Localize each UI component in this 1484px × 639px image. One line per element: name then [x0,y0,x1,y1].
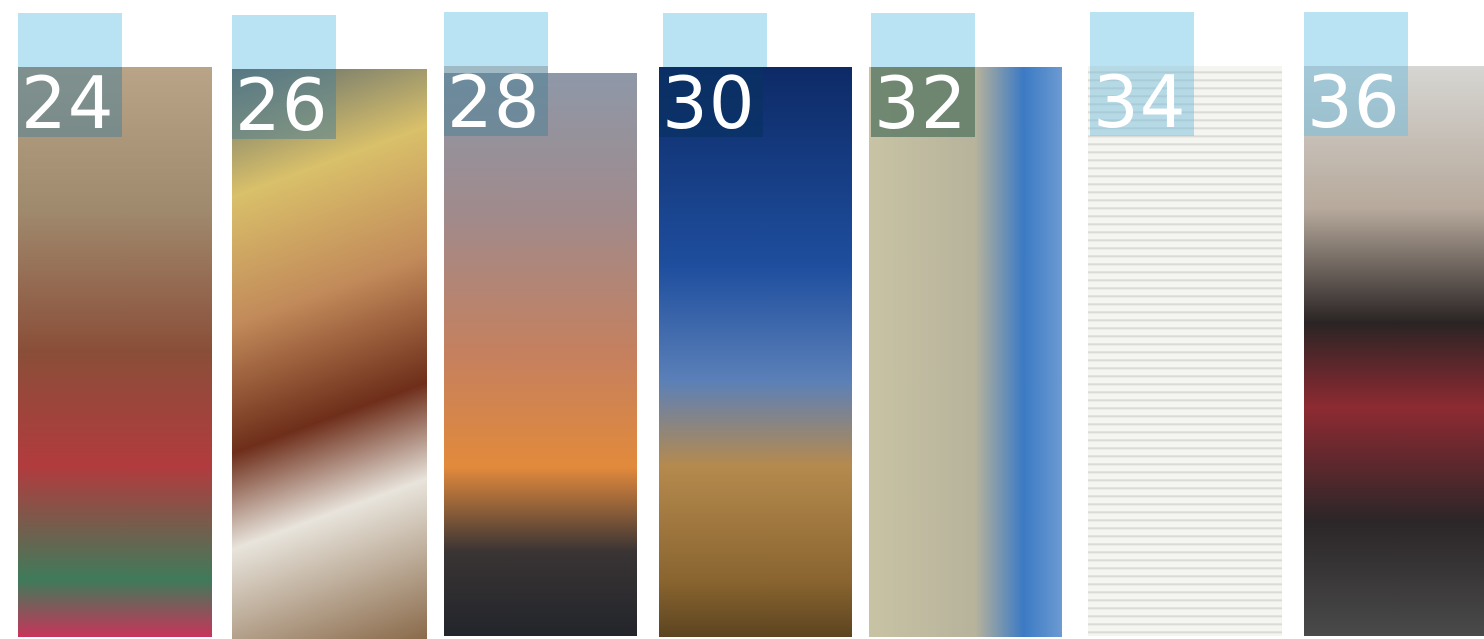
page-number: 30 [662,63,756,143]
section-card[interactable]: 32 [869,13,1062,637]
photo [659,67,852,637]
page-number: 36 [1307,62,1401,142]
page-number-box: 28 [444,66,548,136]
tab [1090,12,1194,66]
page-number-box: 24 [18,67,122,137]
photo [869,67,1062,637]
tab [444,12,548,66]
section-card[interactable]: 36 [1304,12,1484,636]
section-card[interactable]: 26 [232,15,427,639]
page-number: 34 [1093,62,1187,142]
section-card[interactable]: 34 [1088,12,1282,636]
photo [1304,66,1484,636]
page-number: 32 [874,63,968,143]
page-number: 26 [235,65,329,145]
page-number-box: 26 [232,69,336,139]
tab [663,13,767,67]
section-card[interactable]: 30 [659,13,852,637]
page-number-box: 32 [871,67,975,137]
section-card[interactable]: 24 [18,13,212,637]
tab [232,15,336,69]
page-number-box: 34 [1090,66,1194,136]
photo [232,69,427,639]
page: 24 26 28 30 32 34 36 (() => { const data… [0,0,1484,637]
page-number-box: 36 [1304,66,1408,136]
page-number: 28 [447,62,541,142]
tab [1304,12,1408,66]
photo [18,67,212,637]
page-number: 24 [21,63,115,143]
photo [1088,66,1282,636]
page-number-box: 30 [659,67,763,137]
tab [871,13,975,67]
photo [444,73,637,636]
section-card[interactable]: 28 [444,12,637,636]
tab [18,13,122,67]
